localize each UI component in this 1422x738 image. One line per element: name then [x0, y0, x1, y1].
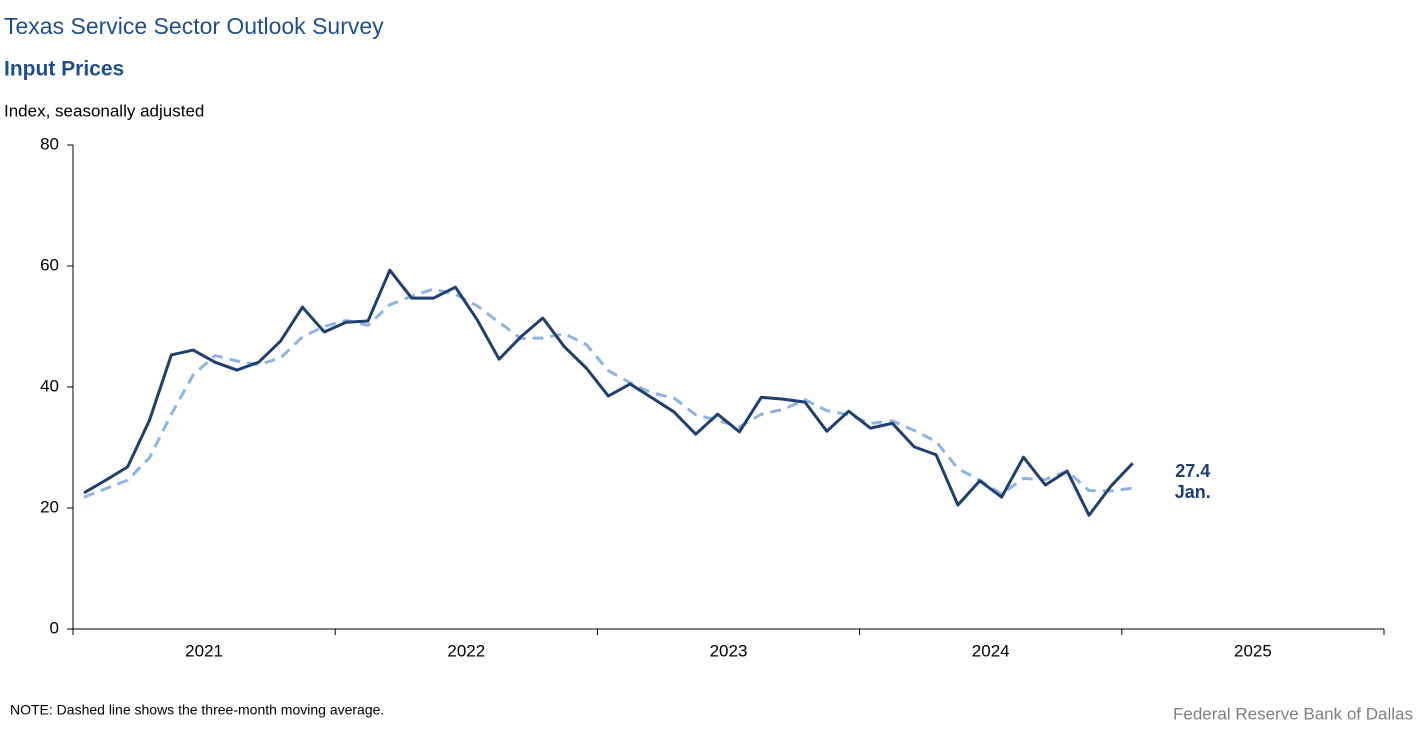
note: NOTE: Dashed line shows the three-month …: [10, 702, 384, 718]
x-tick-label: 2024: [972, 641, 1010, 660]
y-tick-label: 60: [40, 255, 59, 274]
chart-title: Texas Service Sector Outlook Survey: [4, 13, 384, 39]
x-tick-label: 2025: [1234, 641, 1272, 660]
line-series: [83, 268, 1134, 517]
x-tick-label: 2021: [185, 641, 223, 660]
x-tick-label: 2022: [447, 641, 485, 660]
y-tick-label: 80: [40, 134, 59, 153]
x-tick-label: 2023: [710, 641, 748, 660]
chart-subtitle: Input Prices: [4, 58, 124, 81]
annotation: 27.4: [1175, 461, 1210, 481]
y-axis-label: Index, seasonally adjusted: [4, 101, 204, 120]
annotation: Jan.: [1175, 482, 1211, 502]
line-series: [83, 287, 1133, 499]
y-tick-label: 20: [40, 497, 59, 516]
y-tick-label: 0: [50, 618, 59, 637]
source: Federal Reserve Bank of Dallas: [1173, 704, 1413, 723]
y-tick-label: 40: [40, 376, 59, 395]
